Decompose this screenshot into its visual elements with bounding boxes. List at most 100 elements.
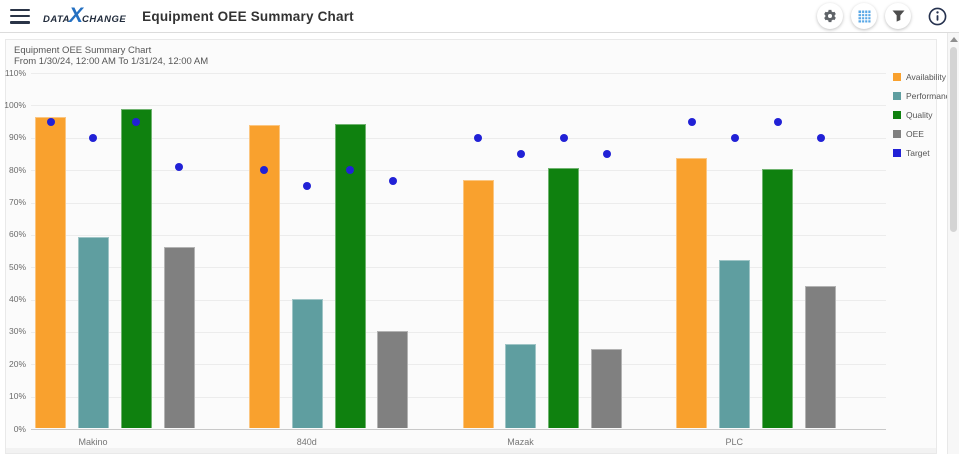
- gridline-10: [31, 396, 886, 398]
- scrollbar-up-arrow[interactable]: [950, 37, 958, 42]
- gridline-90: [31, 137, 886, 139]
- info-icon: [928, 7, 947, 26]
- legend-item-oee: OEE: [893, 129, 955, 139]
- y-tick-label: 100%: [4, 99, 26, 110]
- filter-icon: [892, 10, 905, 22]
- x-category-label-makino: Makino: [78, 437, 108, 447]
- legend-swatch: [893, 73, 901, 81]
- logo-part1: DATA: [43, 13, 70, 25]
- logo-part2: CHANGE: [82, 13, 127, 25]
- data-grid-icon: [857, 9, 871, 23]
- target-dot-performance-plc: [730, 133, 739, 142]
- header-actions: [817, 3, 947, 29]
- chart-legend: Availability Performance Quality OEE Target: [893, 72, 955, 158]
- filter-button[interactable]: [885, 3, 911, 29]
- y-tick-label: 50%: [8, 261, 26, 272]
- y-tick-label: 80%: [8, 164, 26, 175]
- app-header: DATA X CHANGE Equipment OEE Summary Chart: [0, 0, 959, 33]
- x-category-label-plc: PLC: [725, 437, 744, 447]
- target-dot-availability-makino: [46, 117, 55, 126]
- chart-title: Equipment OEE Summary Chart: [14, 45, 152, 56]
- bar-availability-plc: [676, 157, 708, 428]
- target-dot-availability-840d: [260, 166, 269, 175]
- target-dot-performance-840d: [303, 182, 312, 191]
- bar-performance-840d: [291, 298, 323, 428]
- y-tick-label: 60%: [8, 229, 26, 240]
- y-tick-label: 10%: [8, 391, 26, 402]
- settings-button[interactable]: [817, 3, 843, 29]
- x-category-label-840d: 840d: [296, 437, 317, 447]
- legend-item-availability: Availability: [893, 72, 955, 82]
- target-dot-oee-840d: [388, 177, 397, 186]
- legend-swatch: [893, 92, 901, 100]
- target-dot-performance-mazak: [516, 149, 525, 158]
- legend-swatch: [893, 111, 901, 119]
- gridline-30: [31, 331, 886, 333]
- legend-swatch: [893, 130, 901, 138]
- legend-label: Quality: [906, 110, 933, 120]
- legend-swatch: [893, 149, 901, 157]
- gear-icon: [823, 9, 837, 23]
- bar-oee-840d: [377, 330, 409, 428]
- y-tick-label: 40%: [8, 294, 26, 304]
- vertical-scrollbar[interactable]: [947, 33, 959, 454]
- dataxchange-logo: DATA X CHANGE: [43, 3, 127, 27]
- chart-subtitle: From 1/30/24, 12:00 AM To 1/31/24, 12:00…: [14, 56, 209, 67]
- legend-label: Target: [906, 148, 930, 158]
- y-tick-label: 20%: [8, 358, 26, 369]
- y-tick-label: 30%: [8, 326, 26, 337]
- bar-oee-plc: [805, 285, 836, 428]
- y-tick-label: 110%: [4, 67, 26, 78]
- y-tick-label: 90%: [8, 132, 26, 143]
- bar-availability-840d: [248, 125, 280, 428]
- target-dot-availability-plc: [687, 117, 696, 126]
- gridline-40: [31, 299, 886, 301]
- bar-performance-mazak: [505, 343, 537, 428]
- bar-availability-mazak: [462, 180, 494, 428]
- legend-item-performance: Performance: [893, 91, 955, 101]
- target-dot-quality-plc: [773, 117, 782, 126]
- gridline-60: [31, 234, 886, 236]
- legend-label: OEE: [906, 129, 924, 139]
- gridline-70: [31, 202, 886, 204]
- bar-oee-makino: [163, 246, 195, 428]
- x-category-label-mazak: Mazak: [507, 437, 534, 447]
- menu-icon[interactable]: [10, 8, 30, 24]
- gridline-80: [31, 170, 886, 172]
- bar-quality-840d: [334, 123, 366, 428]
- target-dot-quality-mazak: [559, 133, 568, 142]
- gridline-110: [31, 73, 886, 74]
- legend-label: Performance: [906, 91, 955, 101]
- target-dot-performance-makino: [89, 133, 98, 142]
- gridline-0: [31, 429, 886, 430]
- data-grid-button[interactable]: [851, 3, 877, 29]
- y-axis: 0% 10% 20% 30% 40% 50% 60% 70% 80% 90% 100% 110%: [4, 68, 29, 433]
- gridline-100: [31, 105, 886, 107]
- legend-item-quality: Quality: [893, 110, 955, 120]
- legend-item-target: Target: [893, 148, 955, 158]
- target-dot-quality-makino: [132, 117, 141, 126]
- card-bottom-strip: [6, 448, 936, 453]
- plot-area: Makino 840d Mazak PLC: [31, 73, 886, 447]
- legend-label: Availability: [906, 72, 947, 82]
- bar-quality-plc: [762, 169, 793, 428]
- bar-performance-makino: [77, 237, 109, 428]
- chart-card: Equipment OEE Summary Chart From 1/30/24…: [4, 39, 955, 454]
- target-dot-quality-840d: [346, 166, 355, 175]
- gridline-20: [31, 364, 886, 366]
- bar-performance-plc: [719, 259, 751, 428]
- target-dot-oee-makino: [175, 162, 184, 171]
- target-dot-oee-mazak: [602, 149, 611, 158]
- y-tick-label: 70%: [8, 197, 26, 207]
- logo-x: X: [68, 3, 83, 27]
- target-dot-oee-plc: [816, 133, 825, 142]
- info-button[interactable]: [928, 7, 947, 26]
- bar-availability-makino: [35, 117, 66, 428]
- scrollbar-thumb[interactable]: [950, 47, 957, 232]
- bar-quality-makino: [120, 109, 152, 428]
- page-title: Equipment OEE Summary Chart: [142, 8, 354, 24]
- y-tick-label: 0%: [13, 423, 26, 434]
- bar-oee-mazak: [591, 348, 623, 428]
- bar-quality-mazak: [548, 167, 580, 428]
